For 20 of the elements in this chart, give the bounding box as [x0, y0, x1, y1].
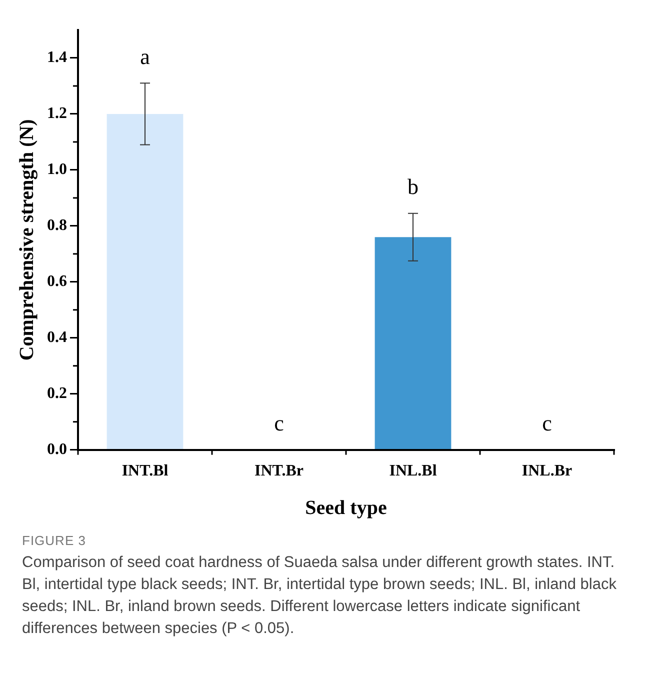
y-tick-label: 1.4	[47, 49, 67, 66]
annotation: b	[408, 174, 418, 200]
y-tick-label: 0.2	[47, 384, 67, 402]
y-tick-label: 1.2	[47, 105, 67, 122]
y-tick-label: 0.4	[47, 328, 67, 346]
text: Comparison of seed coat hardness of Suaeda salsa under different growth states. INT. Bl, intertidal type black seeds; INT. Br, intertidal type brown seeds; INL. Bl, inland black seeds; INL. Br, inland brown seeds. Different lowercase letters indicate significant differences between species (P < 0.05).	[22, 553, 618, 639]
y-tick-label: 1.0	[47, 161, 67, 178]
annotation: a	[140, 44, 150, 69]
y-axis-title: Comprehensive strength (N)	[16, 119, 38, 361]
x-axis-title: Seed type	[305, 497, 387, 520]
y-tick-label: 0.8	[47, 217, 67, 234]
x-tick-label: INT.Bl	[122, 462, 169, 480]
x-tick-label: INL.Br	[522, 462, 572, 480]
annotation: c	[274, 410, 284, 436]
caption: FIGURE 3	[22, 533, 87, 548]
x-tick-label: INL.Bl	[389, 462, 438, 480]
y-tick-label: 0.0	[47, 440, 67, 458]
y-tick-label: 0.6	[47, 273, 67, 290]
x-tick-label: INT.Br	[254, 462, 304, 480]
annotation: c	[542, 410, 552, 436]
